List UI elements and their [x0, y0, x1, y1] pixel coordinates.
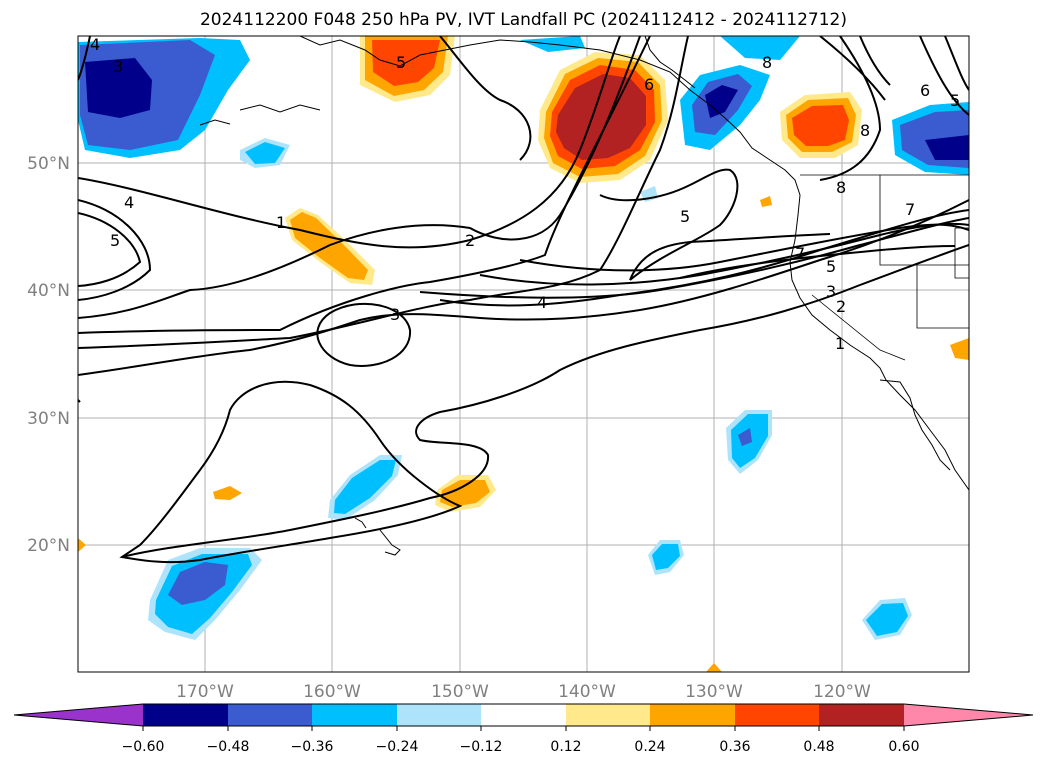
contour-line — [629, 233, 831, 281]
lon-label: 120°W — [813, 682, 871, 702]
colorbar-swatch — [143, 704, 228, 726]
contour-line — [819, 36, 882, 181]
contour-label: 2 — [836, 297, 846, 316]
lon-label: 170°W — [176, 682, 234, 702]
colorbar-tick-label: 0.24 — [634, 739, 665, 755]
contour-label: 8 — [836, 178, 846, 197]
contour-label: 3 — [113, 57, 123, 76]
contour-line — [78, 36, 689, 349]
contour-line — [519, 223, 969, 272]
contour-label: 3 — [826, 282, 836, 301]
contour-line — [316, 302, 412, 367]
contour-line — [78, 36, 91, 81]
colorbar-min-extend — [14, 704, 143, 726]
contour-line — [859, 36, 891, 86]
coastlines — [199, 36, 969, 556]
map-frame — [77, 35, 970, 673]
political-borders — [800, 174, 969, 361]
contour-line — [78, 36, 641, 319]
colorbar-swatch — [819, 704, 904, 726]
lon-label: 150°W — [431, 682, 489, 702]
contour-label: 5 — [680, 207, 690, 226]
contour-label: 5 — [950, 91, 960, 110]
colorbar-swatch — [481, 704, 566, 726]
colorbar-tick-label: 0.60 — [888, 739, 919, 755]
contour-line — [919, 36, 969, 116]
contour-label: 7 — [905, 200, 915, 219]
coastline-north-america — [299, 36, 969, 491]
latitude-labels: 50°N 40°N 30°N 20°N — [27, 154, 70, 556]
contour-label: 5 — [396, 53, 406, 72]
contour-label: 1 — [276, 213, 286, 232]
contour-label: 2 — [465, 231, 475, 250]
colorbar-tick-label: −0.36 — [291, 739, 334, 755]
lat-label: 20°N — [27, 536, 70, 556]
colorbar-tick-label: −0.48 — [207, 739, 250, 755]
colorbar-tick-label: 0.36 — [719, 739, 750, 755]
longitude-labels: 170°W 160°W 150°W 140°W 130°W 120°W — [176, 682, 871, 702]
lat-label: 30°N — [27, 409, 70, 429]
colorbar-tick-label: 0.12 — [550, 739, 581, 755]
contour-label: 6 — [920, 81, 930, 100]
colorbar-swatch — [312, 704, 397, 726]
contour-line — [439, 36, 532, 161]
colorbar-swatch — [735, 704, 819, 726]
lon-label: 140°W — [558, 682, 616, 702]
contour-line — [78, 212, 142, 287]
contour-label: 8 — [860, 121, 870, 140]
colorbar-swatch — [397, 704, 481, 726]
contour-label: 4 — [124, 193, 134, 212]
contour-line — [119, 380, 463, 564]
contour-line — [78, 199, 152, 301]
contour-label: 5 — [110, 231, 120, 250]
contour-line — [944, 36, 969, 91]
map-title: 2024112200 F048 250 hPa PV, IVT Landfall… — [199, 10, 847, 30]
contour-line — [419, 217, 969, 299]
colorbar-tick-label: 0.48 — [803, 739, 834, 755]
contour-line — [78, 36, 651, 334]
contour-labels: 4 3 4 5 1 2 3 4 5 7 5 3 2 1 8 6 5 8 8 6 … — [90, 35, 960, 353]
contour-line — [78, 199, 969, 376]
colorbar: −0.60 −0.48 −0.36 −0.24 −0.12 0.12 0.24 … — [13, 703, 1034, 755]
contour-label: 5 — [826, 257, 836, 276]
lat-label: 40°N — [27, 281, 70, 301]
colorbar-swatch — [228, 704, 312, 726]
contour-label: 6 — [644, 75, 654, 94]
contour-label: 4 — [537, 293, 547, 312]
ivt-contours — [78, 36, 969, 564]
colorbar-tick-label: −0.60 — [122, 739, 165, 755]
lon-label: 160°W — [303, 682, 361, 702]
contour-label: 4 — [90, 35, 100, 54]
contour-label: 3 — [390, 305, 400, 324]
contour-label: 8 — [762, 53, 772, 72]
contour-label: 7 — [795, 244, 805, 263]
contour-line — [819, 36, 886, 101]
lat-label: 50°N — [27, 154, 70, 174]
colorbar-swatch — [650, 704, 735, 726]
colorbar-swatch — [566, 704, 650, 726]
colorbar-tick-label: −0.12 — [460, 739, 503, 755]
contour-line — [679, 245, 956, 279]
contour-line — [599, 168, 739, 281]
contour-label: 1 — [835, 334, 845, 353]
colorbar-tick-label: −0.24 — [376, 739, 419, 755]
lon-label: 130°W — [685, 682, 743, 702]
contour-line — [78, 36, 621, 249]
colorbar-max-extend — [904, 704, 1033, 726]
contour-line — [121, 244, 969, 558]
